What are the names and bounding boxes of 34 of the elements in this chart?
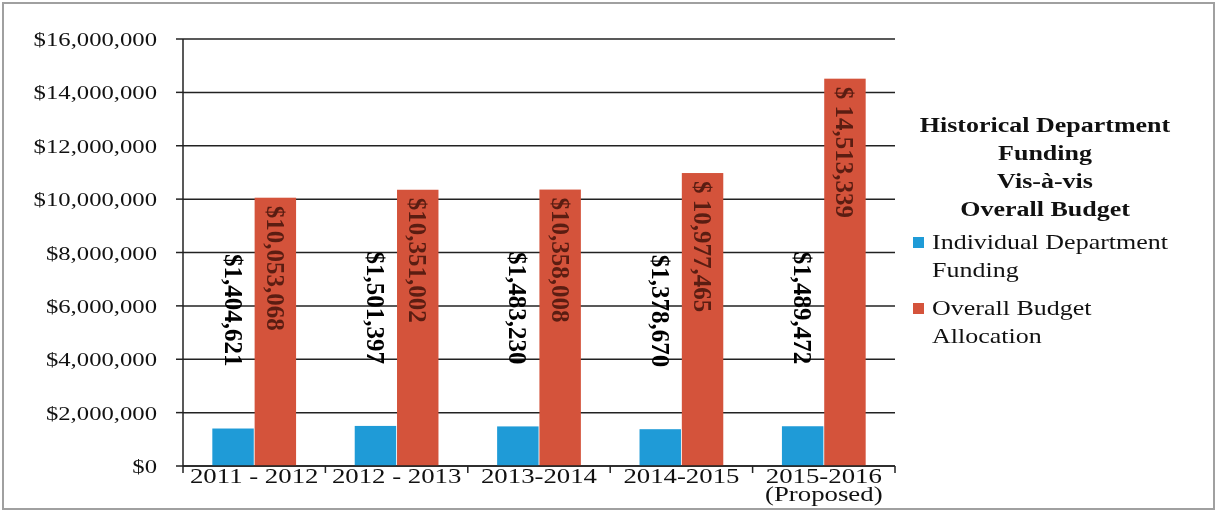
data-label: $10,053,068 — [261, 205, 289, 331]
bar — [212, 428, 254, 466]
data-label: $1,489,472 — [789, 251, 817, 365]
bar — [497, 426, 539, 466]
data-label: $10,351,002 — [404, 197, 432, 323]
bar — [781, 426, 824, 466]
bar — [639, 429, 681, 466]
bar — [824, 78, 866, 466]
y-tick-label: $2,000,000 — [45, 402, 157, 424]
y-tick-label: $6,000,000 — [45, 295, 157, 318]
x-tick-label: 2013-2014 — [480, 465, 598, 488]
x-tick-label: 2012 - 2013 — [331, 465, 462, 488]
legend-label: Overall Budget Allocation — [932, 296, 1093, 348]
x-tick-label: 2011 - 2012 — [189, 465, 319, 488]
y-tick-label: $12,000,000 — [33, 135, 157, 158]
y-tick-label: $16,000,000 — [33, 28, 157, 51]
bar — [539, 189, 581, 466]
data-label: $1,378,670 — [646, 254, 674, 368]
data-label: $ 10,977,465 — [689, 181, 717, 313]
y-tick-label: $8,000,000 — [45, 242, 157, 264]
data-label: $10,358,008 — [546, 197, 574, 323]
y-tick-label: $4,000,000 — [45, 349, 157, 371]
y-tick-label: $14,000,000 — [33, 82, 157, 104]
x-tick-label: 2015-2016 (Proposed) — [765, 465, 883, 506]
text: Historical Department Funding Vis-à-vis Overall Budget — [919, 113, 1171, 221]
bar — [354, 425, 397, 466]
y-tick-label: $10,000,000 — [33, 188, 157, 211]
data-label: $ 14,513,339 — [831, 86, 859, 218]
legend-label: Individual Department Funding — [932, 230, 1169, 282]
data-label: $1,501,397 — [361, 251, 389, 364]
data-label: $1,483,230 — [504, 251, 532, 365]
x-tick-label: 2014-2015 — [623, 465, 740, 488]
data-label: $1,404,621 — [219, 254, 247, 367]
y-tick-label: $0 — [132, 455, 157, 478]
